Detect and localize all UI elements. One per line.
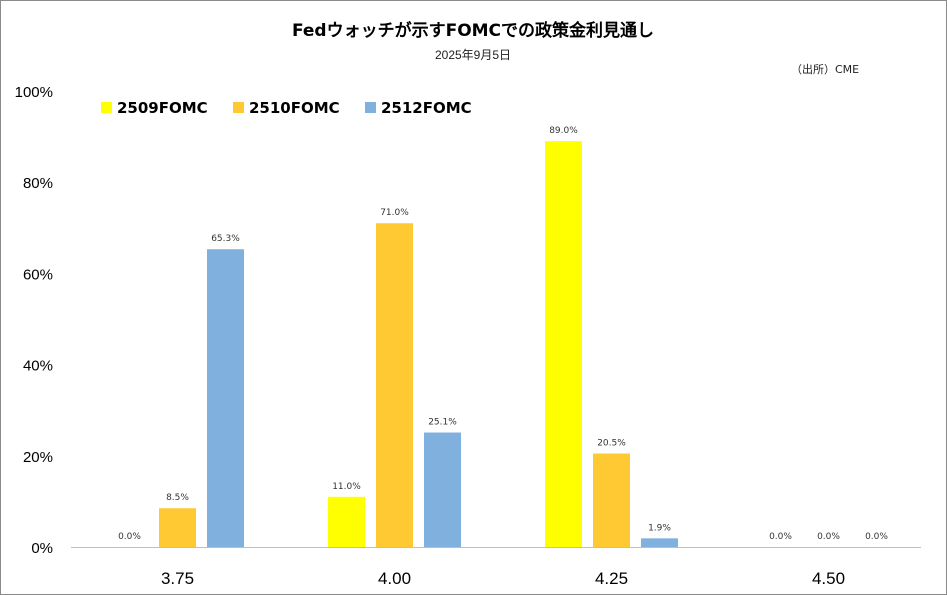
data-label: 25.1% [428, 418, 457, 428]
data-label: 71.0% [380, 208, 409, 218]
data-label: 0.0% [865, 532, 888, 542]
y-axis: 0% 20% 40% 60% 80% 100% [15, 84, 53, 557]
bar-2510FOMC-3.75 [159, 508, 196, 547]
data-label: 0.0% [817, 532, 840, 542]
bar-2509FOMC-4.00 [328, 496, 365, 547]
legend-swatch [233, 102, 244, 113]
data-label: 89.0% [549, 126, 578, 136]
bar-2512FOMC-4.25 [641, 538, 678, 547]
bars-group: 0.0% 11.0% 89.0% 0.0% 8.5% 71.0% 20.5% 0.0% 65.3… [118, 126, 888, 548]
legend-label: 2509FOMC [117, 99, 208, 117]
legend-label: 2512FOMC [381, 99, 472, 117]
chart-subtitle: 2025年9月5日 [435, 48, 511, 62]
legend-swatch [101, 102, 112, 113]
y-tick-label: 80% [23, 175, 53, 192]
bar-2510FOMC-4.00 [376, 223, 413, 548]
y-tick-label: 60% [23, 266, 53, 283]
y-tick-label: 40% [23, 358, 53, 375]
y-tick-label: 0% [31, 540, 53, 557]
bar-2512FOMC-3.75 [207, 249, 244, 547]
bar-2512FOMC-4.00 [424, 432, 461, 547]
bar-2510FOMC-4.25 [593, 453, 630, 547]
data-label: 65.3% [211, 234, 240, 244]
x-axis: 3.75 4.00 4.25 4.50 [71, 547, 921, 588]
data-label: 1.9% [648, 523, 671, 533]
data-label: 11.0% [332, 482, 361, 492]
legend: 2509FOMC 2510FOMC 2512FOMC [101, 99, 472, 117]
x-tick-label: 4.25 [595, 569, 628, 588]
x-tick-label: 4.50 [812, 569, 845, 588]
x-tick-label: 4.00 [378, 569, 411, 588]
y-tick-label: 100% [15, 84, 53, 101]
chart-title: Fedウォッチが示すFOMCでの政策金利見通し [292, 20, 654, 41]
y-tick-label: 20% [23, 449, 53, 466]
data-label: 20.5% [597, 439, 626, 449]
data-label: 8.5% [166, 493, 189, 503]
bar-2509FOMC-4.25 [545, 141, 582, 547]
legend-label: 2510FOMC [249, 99, 340, 117]
source-note: （出所）CME [791, 62, 859, 76]
x-tick-label: 3.75 [161, 569, 194, 588]
data-label: 0.0% [769, 532, 792, 542]
data-label: 0.0% [118, 532, 141, 542]
legend-swatch [365, 102, 376, 113]
